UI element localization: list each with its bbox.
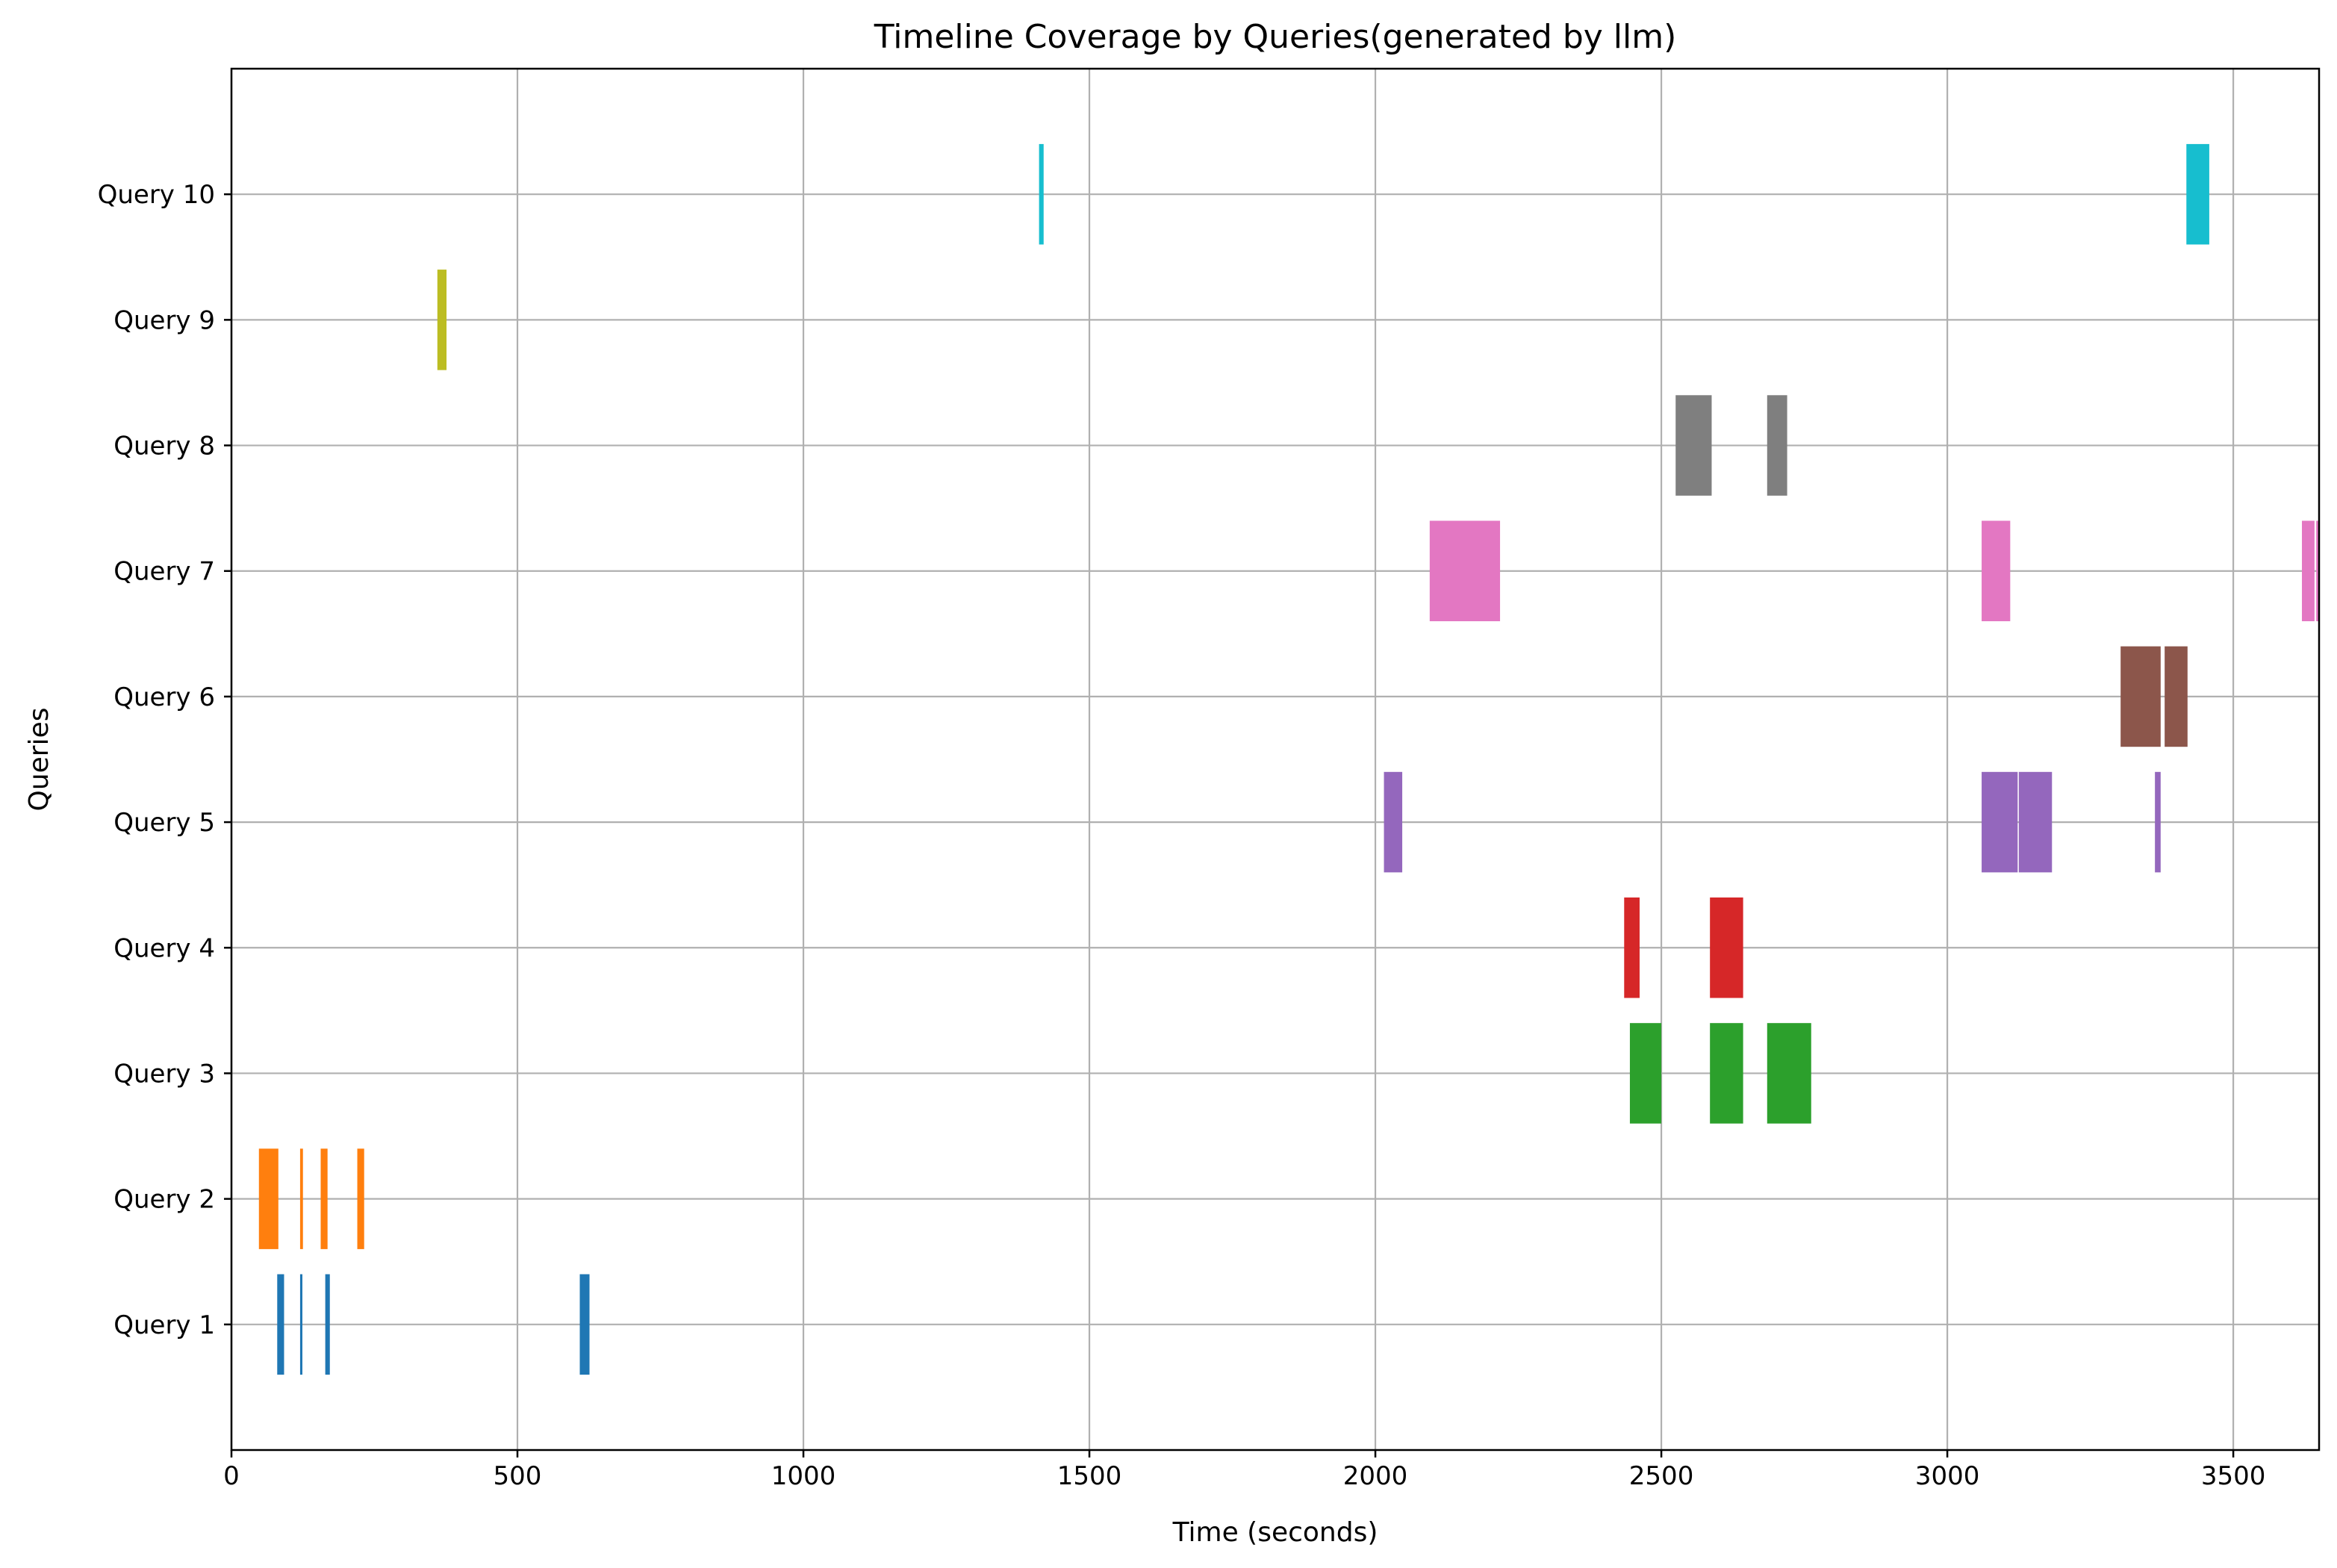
timeline-bar [1767,1023,1811,1124]
timeline-bar [2316,520,2319,621]
ticks: 0 500 1000 1500 2000 2500 3000 3500 Query 1 Query… [98,180,2266,1491]
y-tick-label: Query 5 [113,808,215,838]
timeline-bar [325,1274,330,1375]
timeline-bar [320,1148,328,1249]
timeline-bar [357,1148,364,1249]
x-tick-label: 2000 [1343,1461,1408,1491]
timeline-bar [1982,771,2018,873]
grid-lines [230,69,2319,1450]
x-tick-label: 1500 [1057,1461,1122,1491]
timeline-bar [2302,520,2315,621]
timeline-bar [1982,520,2011,621]
chart-title: Timeline Coverage by Queries(generated b… [874,18,1677,56]
y-tick-label: Query 10 [98,180,215,210]
timeline-bar [1767,395,1787,496]
axes-frame [230,67,2321,1452]
timeline-bar [437,270,447,370]
timeline-bar [258,1148,278,1249]
x-tick-label: 0 [223,1461,240,1491]
timeline-bar [1429,520,1501,621]
timeline-bar [2018,771,2053,873]
y-axis-label: Queries [24,707,55,811]
timeline-bar [1710,1023,1743,1124]
timeline-bar [1675,395,1712,496]
timeline-bar [299,1274,302,1375]
timeline-bar [2155,771,2161,873]
x-tick-label: 2500 [1629,1461,1694,1491]
timeline-bar [1710,897,1743,998]
x-tick-label: 500 [494,1461,542,1491]
timeline-bar [299,1148,303,1249]
y-tick-label: Query 8 [113,432,215,461]
x-tick-label: 1000 [771,1461,836,1491]
x-tick-label: 3000 [1915,1461,1980,1491]
timeline-bar [1384,771,1403,873]
y-tick-label: Query 3 [113,1059,215,1089]
y-tick-label: Query 4 [113,933,215,963]
plot-area [231,69,2319,1450]
y-tick-label: Query 2 [113,1185,215,1215]
timeline-bar [2165,646,2188,747]
timeline-bar [1629,1023,1662,1124]
timeline-bar [2186,143,2209,245]
y-tick-label: Query 1 [113,1310,215,1340]
timeline-bar [277,1274,284,1375]
x-axis-label: Time (seconds) [1172,1517,1378,1548]
y-tick-label: Query 9 [113,305,215,335]
timeline-bar [2120,646,2161,747]
timeline-bar [1039,143,1044,245]
x-tick-label: 3500 [2201,1461,2266,1491]
bars [258,143,2319,1375]
timeline-bar [579,1274,590,1375]
y-tick-label: Query 7 [113,557,215,587]
y-tick-label: Query 6 [113,682,215,712]
timeline-bar [1624,897,1640,998]
